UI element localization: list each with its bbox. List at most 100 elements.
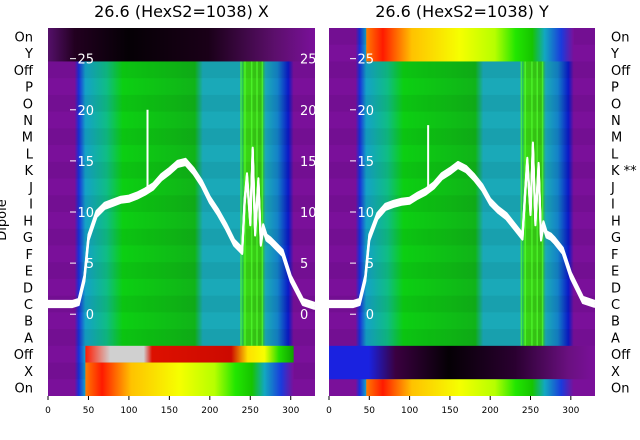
- row-label: E: [611, 265, 619, 280]
- row-label: On: [611, 382, 629, 397]
- heatmap-row-band: [329, 61, 595, 79]
- y-tick-label: 0: [366, 308, 374, 323]
- y-tick-label: 10: [77, 206, 94, 221]
- row-label: X: [24, 365, 33, 380]
- x-tick-label: 300: [562, 406, 579, 416]
- heatmap-body: [48, 28, 315, 396]
- x-tick-label: 150: [161, 406, 178, 416]
- row-label: Off: [611, 64, 631, 79]
- x-tick-label: 200: [482, 406, 499, 416]
- row-label: H: [23, 214, 33, 229]
- y-tick-label: 10: [357, 206, 374, 221]
- heatmap-off-band: [329, 345, 595, 380]
- row-label: D: [611, 281, 621, 296]
- row-label: O: [611, 97, 621, 112]
- y-tick-label: 15: [77, 155, 94, 170]
- y-axis-label: Dipole: [0, 199, 10, 240]
- y-tick-label-right: 5: [300, 257, 308, 272]
- heatmap-off-band: [85, 345, 294, 363]
- heatmap-bottom-band: [85, 362, 294, 396]
- row-label: Off: [14, 64, 34, 79]
- row-label: C: [611, 298, 620, 313]
- row-label: K **: [611, 164, 637, 179]
- row-label: H: [611, 214, 621, 229]
- y-tick-label-right: 10: [300, 206, 317, 221]
- heatmap-panel-x: 26.6 (HexS2=1038) X On Y Off PONMLKJIHGFEDCB…: [0, 2, 317, 416]
- row-label: A: [611, 331, 620, 346]
- chart-title: 26.6 (HexS2=1038) X: [94, 2, 269, 21]
- heatmap-top-band: [366, 28, 574, 62]
- y-tick-label: 5: [86, 257, 94, 272]
- y-tick-label: 25: [77, 53, 94, 68]
- row-label: M: [22, 131, 33, 146]
- heatmap-top-band: [48, 28, 315, 62]
- row-label: I: [29, 198, 33, 213]
- row-label: E: [25, 265, 33, 280]
- overlay-line: [48, 146, 316, 304]
- row-label: X: [611, 365, 620, 380]
- chart-title: 26.6 (HexS2=1038) Y: [375, 2, 549, 21]
- heatmap-row-band: [329, 94, 595, 112]
- row-label: M: [611, 131, 622, 146]
- heatmap-streak: [541, 61, 544, 346]
- y-tick-label: 0: [86, 308, 94, 323]
- row-label: G: [23, 231, 33, 246]
- heatmap-row-band: [48, 262, 315, 279]
- row-label: P: [611, 81, 619, 96]
- heatmap-streak: [261, 61, 264, 346]
- x-tick-label: 250: [522, 406, 539, 416]
- heatmap-row-band: [48, 295, 315, 313]
- y-tick-label: 15: [357, 155, 374, 170]
- row-label: N: [611, 114, 621, 129]
- heatmap-row-band: [329, 295, 595, 313]
- y-tick-label: 25: [357, 53, 374, 68]
- heatmap-streak: [240, 61, 242, 346]
- row-label: N: [23, 114, 33, 129]
- heatmap-row-band: [48, 228, 315, 246]
- row-label: Off: [611, 348, 631, 363]
- row-label: On: [611, 30, 629, 45]
- heatmap-row-band: [329, 128, 595, 146]
- heatmap-streak: [520, 61, 523, 346]
- row-label: B: [24, 315, 33, 330]
- row-label: On: [15, 382, 33, 397]
- x-tick-label: 50: [364, 406, 376, 416]
- heatmap-row-band: [329, 228, 595, 246]
- heatmap-body: [329, 28, 595, 396]
- heatmap-row-band: [48, 161, 315, 179]
- heatmap-bottom-band: [366, 379, 574, 396]
- row-label: I: [611, 198, 615, 213]
- y-tick-label-right: 20: [300, 104, 317, 119]
- row-label: F: [611, 248, 618, 263]
- x-tick-label: 150: [441, 406, 458, 416]
- row-label: J: [28, 181, 33, 196]
- y-tick-label: 20: [77, 104, 94, 119]
- y-tick-label: 5: [366, 257, 374, 272]
- row-label: O: [23, 97, 33, 112]
- x-tick-label: 250: [242, 406, 259, 416]
- row-label: G: [611, 231, 621, 246]
- row-label: L: [611, 147, 619, 162]
- heatmap-row-band: [48, 329, 315, 346]
- x-tick-label: 200: [201, 406, 218, 416]
- row-label: B: [611, 315, 620, 330]
- y-tick-label: 20: [357, 104, 374, 119]
- y-tick-label-right: 25: [300, 53, 317, 68]
- x-tick-label: 300: [282, 406, 299, 416]
- heatmap-row-band: [329, 329, 595, 346]
- row-label: C: [24, 298, 33, 313]
- row-label: P: [25, 81, 33, 96]
- y-tick-label-right: 0: [300, 308, 308, 323]
- overlay-line: [329, 141, 596, 302]
- row-label: J: [610, 181, 615, 196]
- x-tick-label: 0: [326, 406, 332, 416]
- heatmap-row-band: [48, 128, 315, 146]
- heatmap-row-band: [48, 94, 315, 112]
- x-tick-label: 0: [45, 406, 51, 416]
- row-label: Y: [610, 47, 619, 62]
- row-label: Y: [24, 47, 33, 62]
- y-tick-label-right: 15: [300, 155, 317, 170]
- heatmap-row-band: [48, 61, 315, 79]
